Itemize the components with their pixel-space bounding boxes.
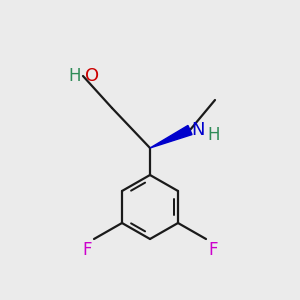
Polygon shape <box>150 125 192 148</box>
Text: H: H <box>207 126 220 144</box>
Text: H: H <box>68 67 81 85</box>
Text: F: F <box>208 241 218 259</box>
Text: O: O <box>85 67 99 85</box>
Text: N: N <box>191 121 205 139</box>
Text: F: F <box>82 241 92 259</box>
